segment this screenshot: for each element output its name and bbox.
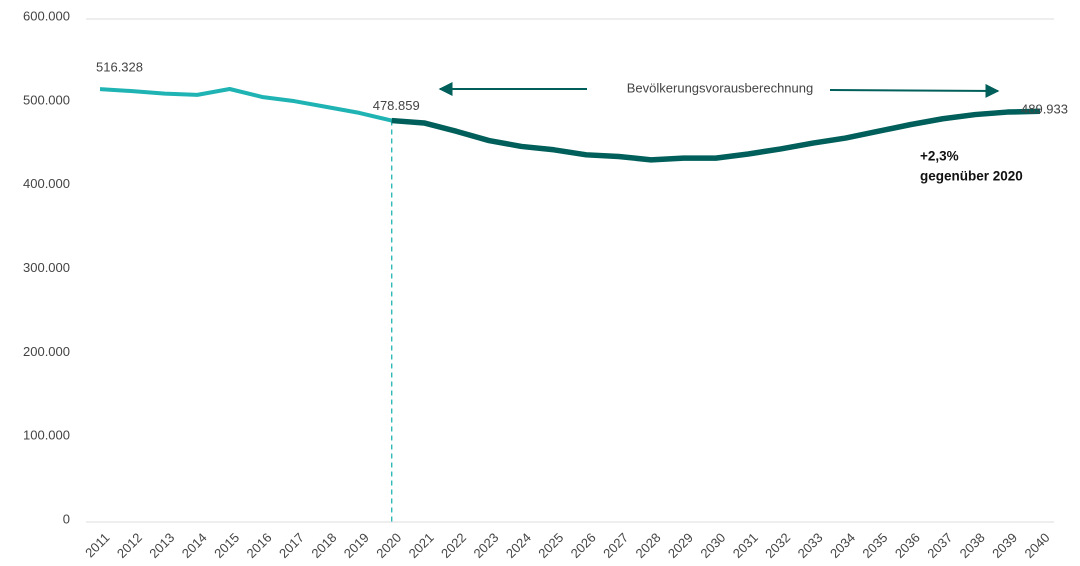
x-tick-label: 2039 — [989, 530, 1020, 561]
x-tick-label: 2032 — [762, 530, 793, 561]
line — [99, 87, 393, 123]
x-tick-label: 2016 — [244, 530, 275, 561]
x-tick-label: 2014 — [179, 530, 210, 561]
annotation: Bevölkerungsvorausberechnung — [627, 80, 813, 95]
x-tick-label: 2024 — [503, 530, 534, 561]
x-tick-label: 2034 — [827, 530, 858, 561]
y-tick-label: 300.000 — [23, 260, 70, 275]
x-tick-label: 2015 — [211, 530, 242, 561]
y-tick-label: 100.000 — [23, 428, 70, 443]
value-label: 478.859 — [373, 98, 420, 113]
x-tick-label: 2028 — [633, 530, 664, 561]
x-tick-label: 2020 — [373, 530, 404, 561]
x-tick-label: 2013 — [146, 530, 177, 561]
x-tick-label: 2031 — [730, 530, 761, 561]
x-tick-label: 2011 — [82, 530, 112, 560]
y-tick-label: 600.000 — [23, 8, 70, 23]
x-tick-label: 2033 — [795, 530, 826, 561]
value-label: 489.933 — [1021, 102, 1068, 117]
annotation: +2,3% — [920, 149, 959, 164]
y-tick-label: 0 — [63, 511, 70, 526]
x-tick-label: 2018 — [308, 530, 339, 561]
x-tick-label: 2027 — [600, 530, 631, 561]
annotation: gegenüber 2020 — [920, 169, 1023, 184]
y-tick-label: 400.000 — [23, 176, 70, 191]
x-tick-label: 2017 — [276, 530, 307, 561]
x-tick-label: 2023 — [470, 530, 501, 561]
x-tick-label: 2026 — [568, 530, 599, 561]
x-tick-label: 2036 — [892, 530, 923, 561]
x-tick-label: 2019 — [341, 530, 372, 561]
line — [391, 108, 1041, 163]
x-tick-label: 2030 — [697, 530, 728, 561]
value-label: 516.328 — [96, 60, 143, 75]
x-tick-label: 2037 — [924, 530, 955, 561]
x-tick-label: 2029 — [665, 530, 696, 561]
y-tick-label: 500.000 — [23, 92, 70, 107]
y-tick-label: 200.000 — [23, 344, 70, 359]
x-tick-label: 2035 — [859, 530, 890, 561]
x-tick-label: 2012 — [114, 530, 145, 561]
x-tick-label: 2021 — [406, 530, 437, 561]
x-tick-label: 2025 — [535, 530, 566, 561]
x-tick-label: 2038 — [957, 530, 988, 561]
x-tick-label: 2022 — [438, 530, 469, 561]
arrow-right — [829, 83, 1000, 98]
x-tick-label: 2040 — [1021, 530, 1052, 561]
